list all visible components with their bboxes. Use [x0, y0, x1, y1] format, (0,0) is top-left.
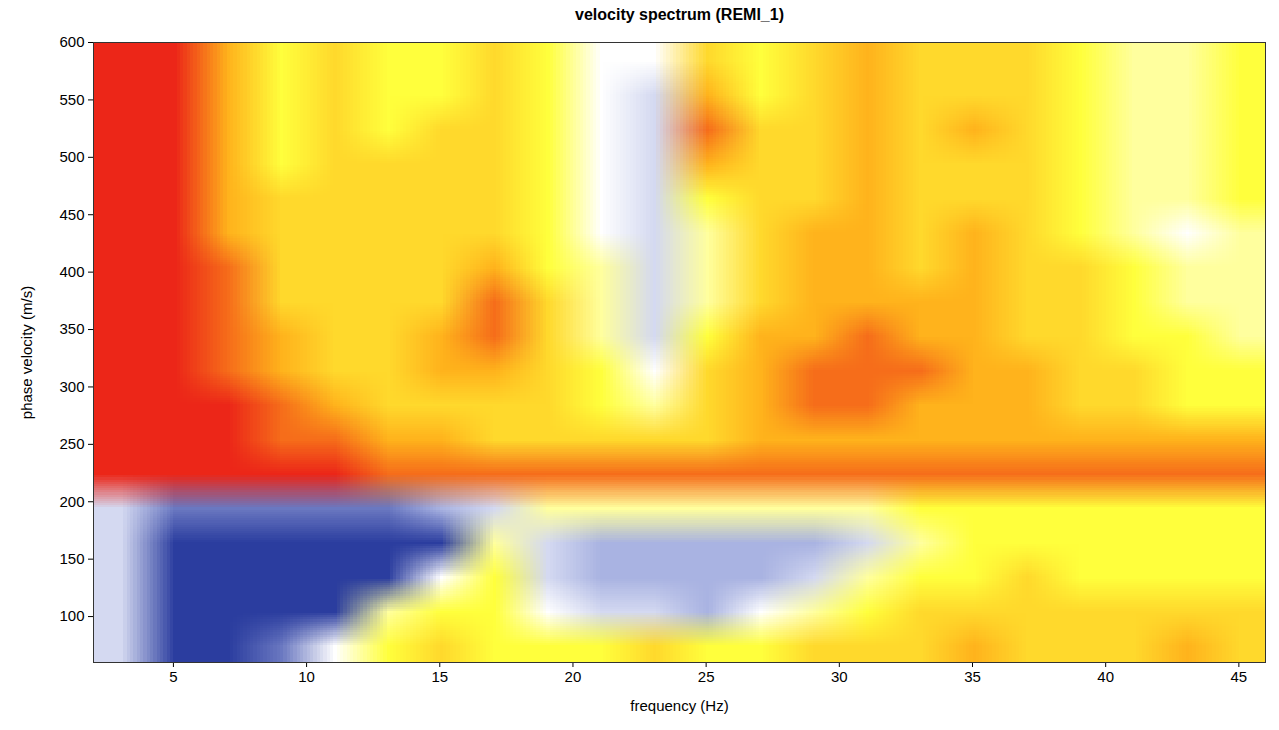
svg-text:200: 200 — [59, 493, 84, 510]
svg-text:450: 450 — [59, 206, 84, 223]
html-text:velocity spectrum (REMI_1): velocity spectrum (REMI_1) — [575, 6, 784, 23]
svg-text:35: 35 — [964, 668, 981, 685]
svg-text:20: 20 — [565, 668, 582, 685]
svg-text:500: 500 — [59, 148, 84, 165]
svg-text:40: 40 — [1097, 668, 1114, 685]
svg-text:phase velocity (m/s): phase velocity (m/s) — [18, 286, 35, 419]
svg-text:45: 45 — [1231, 668, 1248, 685]
svg-text:250: 250 — [59, 435, 84, 452]
svg-text:frequency (Hz): frequency (Hz) — [630, 697, 728, 714]
svg-text:30: 30 — [831, 668, 848, 685]
svg-text:100: 100 — [59, 607, 84, 624]
svg-text:25: 25 — [698, 668, 715, 685]
svg-text:350: 350 — [59, 320, 84, 337]
svg-text:550: 550 — [59, 91, 84, 108]
svg-text:10: 10 — [298, 668, 315, 685]
svg-text:150: 150 — [59, 550, 84, 567]
svg-text:400: 400 — [59, 263, 84, 280]
svg-text:600: 600 — [59, 33, 84, 50]
svg-text:15: 15 — [431, 668, 448, 685]
svg-text:300: 300 — [59, 378, 84, 395]
svg-text:5: 5 — [169, 668, 177, 685]
